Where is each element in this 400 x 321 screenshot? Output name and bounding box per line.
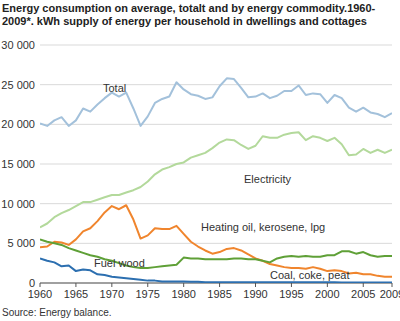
x-tick (111, 283, 112, 287)
x-tick (219, 283, 220, 287)
plot-area (40, 78, 392, 282)
x-tick (40, 283, 41, 287)
x-tick-label: 1990 (243, 288, 267, 300)
series-line (40, 205, 392, 276)
x-tick (75, 283, 76, 287)
x-tick-label: 1995 (279, 288, 303, 300)
title-line: 2009*. kWh supply of energy per househol… (2, 15, 367, 27)
y-tick-label: 30 000 (1, 39, 35, 51)
x-tick-label: 2005 (351, 288, 375, 300)
x-tick (363, 283, 364, 287)
grid-line (40, 243, 392, 244)
title-line: Energy consumption on average, totalt an… (2, 2, 376, 14)
series-label: Electricity (244, 173, 292, 185)
x-tick-label: 2000 (315, 288, 339, 300)
x-tick-label: 1970 (100, 288, 124, 300)
series-line (40, 132, 392, 227)
grid-line (40, 164, 392, 165)
y-tick-label: 15 000 (1, 158, 35, 170)
x-tick (392, 283, 393, 287)
x-tick-label: 1975 (136, 288, 160, 300)
y-tick-label: 10 000 (1, 198, 35, 210)
y-tick-label: 5 000 (7, 237, 35, 249)
title: Energy consumption on average, totalt an… (2, 2, 376, 27)
grid-line (40, 124, 392, 125)
x-tick-label: 1960 (28, 288, 52, 300)
x-tick-label: 1965 (64, 288, 88, 300)
series-label: Coal, coke, peat (270, 269, 350, 281)
chart: Energy consumption on average, totalt an… (0, 0, 400, 321)
series-label: Heating oil, kerosene, lpg (201, 221, 325, 233)
x-tick-label: 2009 (380, 288, 400, 300)
x-tick (255, 283, 256, 287)
series-line (40, 78, 392, 126)
grid-line (40, 203, 392, 204)
y-tick-label: 20 000 (1, 118, 35, 130)
grid-line (40, 84, 392, 85)
series-label: Fuel wood (94, 257, 145, 269)
x-tick (147, 283, 148, 287)
series-label: Total (103, 82, 126, 94)
source: Source: Energy balance. (2, 307, 112, 318)
x-tick-label: 1985 (207, 288, 231, 300)
x-tick (327, 283, 328, 287)
series-line (40, 239, 392, 268)
y-tick-label: 25 000 (1, 79, 35, 91)
x-tick-label: 1980 (171, 288, 195, 300)
grid-line (40, 45, 392, 46)
x-tick (183, 283, 184, 287)
x-tick (291, 283, 292, 287)
series-line (40, 258, 392, 282)
